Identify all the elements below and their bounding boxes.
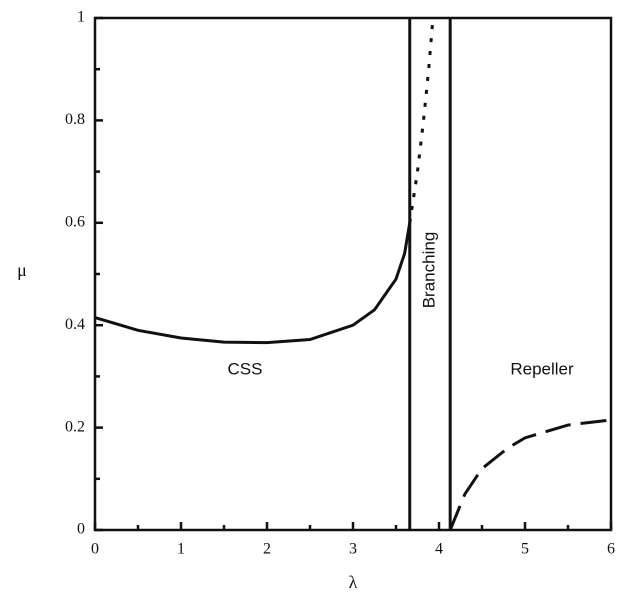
series-line [448, 418, 612, 531]
x-axis-label: λ [349, 572, 358, 592]
y-tick-label: 0.4 [65, 316, 85, 333]
y-tick-label: 0.6 [65, 213, 85, 230]
region-label: Branching [419, 232, 438, 309]
y-tick-label: 0 [77, 521, 85, 538]
x-tick-label: 5 [521, 541, 529, 558]
y-tick-label: 1 [77, 9, 85, 26]
y-axis-label: μ [17, 260, 27, 280]
series-line [408, 17, 435, 224]
x-tick-label: 1 [177, 541, 185, 558]
x-tick-label: 0 [91, 541, 99, 558]
plot-frame [93, 16, 613, 532]
x-tick-label: 4 [435, 541, 443, 558]
region-label: CSS [228, 359, 263, 378]
x-tick-label: 3 [349, 541, 357, 558]
x-tick-label: 6 [607, 541, 615, 558]
x-tick-label: 2 [263, 541, 271, 558]
region-label: Repeller [510, 359, 574, 378]
y-tick-label: 0.8 [65, 111, 85, 128]
y-tick-label: 0.2 [65, 418, 85, 435]
series-line [94, 222, 412, 345]
